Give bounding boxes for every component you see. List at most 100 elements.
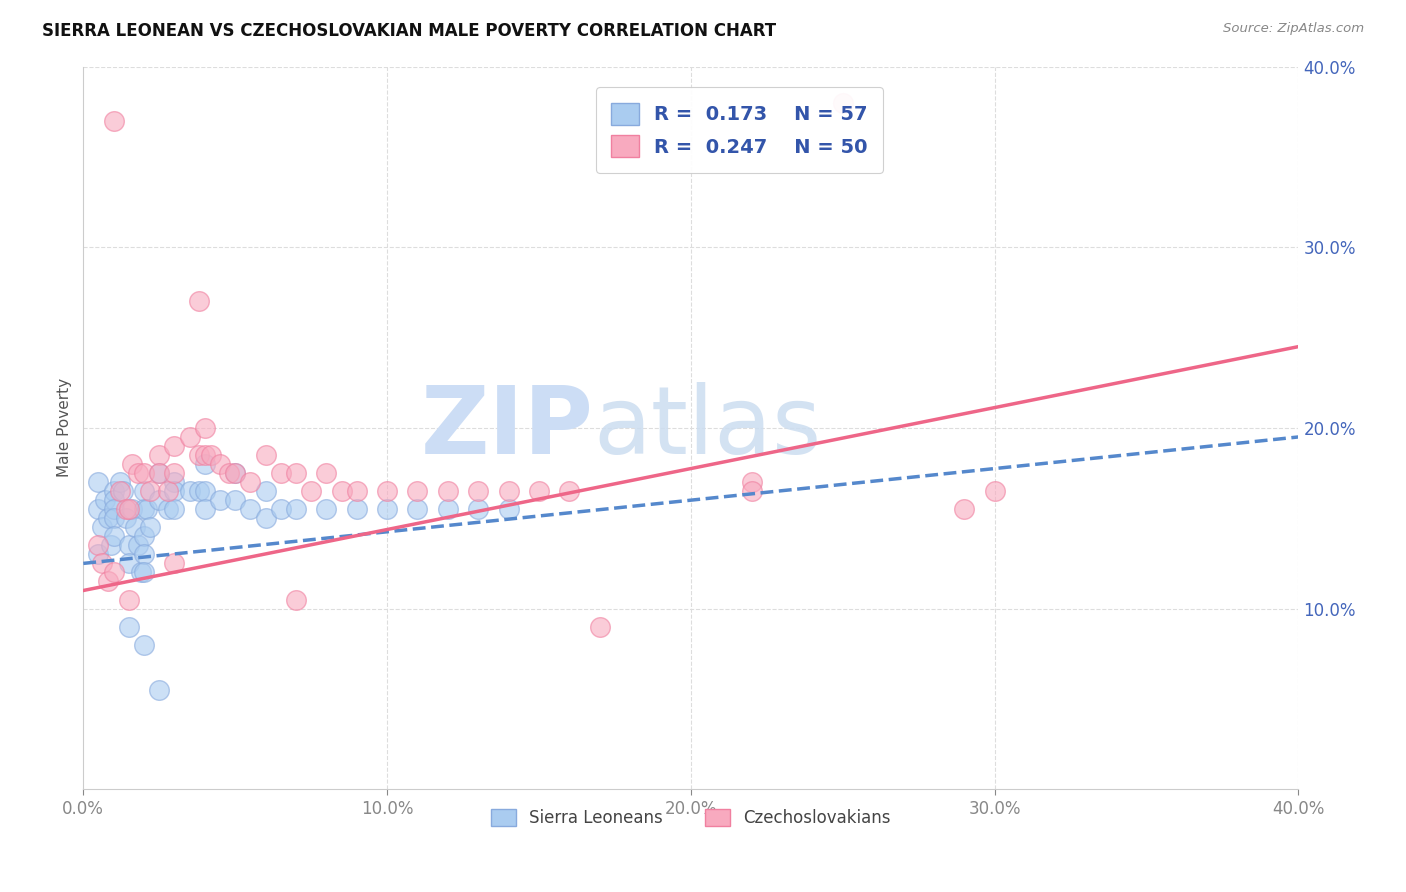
Point <box>157 502 180 516</box>
Point <box>97 511 120 525</box>
Point <box>103 511 125 525</box>
Point <box>93 493 115 508</box>
Point <box>194 448 217 462</box>
Point <box>558 484 581 499</box>
Point <box>284 502 307 516</box>
Point <box>194 484 217 499</box>
Point <box>437 502 460 516</box>
Point <box>163 439 186 453</box>
Point <box>139 484 162 499</box>
Point <box>87 547 110 561</box>
Point <box>527 484 550 499</box>
Point <box>127 538 149 552</box>
Point <box>346 502 368 516</box>
Point <box>90 520 112 534</box>
Point <box>254 511 277 525</box>
Point <box>284 592 307 607</box>
Point <box>375 502 398 516</box>
Point <box>118 592 141 607</box>
Point <box>200 448 222 462</box>
Point <box>103 502 125 516</box>
Point <box>208 493 231 508</box>
Point <box>103 566 125 580</box>
Point <box>218 466 240 480</box>
Point <box>132 566 155 580</box>
Point <box>346 484 368 499</box>
Point <box>87 502 110 516</box>
Point <box>375 484 398 499</box>
Legend: Sierra Leoneans, Czechoslovakians: Sierra Leoneans, Czechoslovakians <box>482 800 898 835</box>
Point <box>148 448 170 462</box>
Point <box>132 638 155 652</box>
Point <box>103 493 125 508</box>
Point <box>831 95 853 110</box>
Point <box>121 502 143 516</box>
Point <box>163 557 186 571</box>
Point <box>118 557 141 571</box>
Point <box>437 484 460 499</box>
Point <box>108 475 131 489</box>
Point <box>163 484 186 499</box>
Point <box>90 557 112 571</box>
Point <box>114 511 136 525</box>
Point <box>129 566 152 580</box>
Point <box>741 484 763 499</box>
Point <box>194 421 217 435</box>
Point <box>118 620 141 634</box>
Point <box>270 502 292 516</box>
Point <box>157 484 180 499</box>
Point <box>187 294 209 309</box>
Point <box>132 484 155 499</box>
Point <box>315 502 337 516</box>
Point <box>498 484 520 499</box>
Point <box>132 466 155 480</box>
Point <box>179 484 201 499</box>
Text: atlas: atlas <box>593 382 823 474</box>
Point <box>132 529 155 543</box>
Point <box>124 520 146 534</box>
Point <box>179 430 201 444</box>
Point <box>97 574 120 589</box>
Point <box>132 502 155 516</box>
Point <box>406 502 429 516</box>
Point <box>103 484 125 499</box>
Point <box>224 466 246 480</box>
Point <box>148 682 170 697</box>
Point <box>103 529 125 543</box>
Point <box>187 484 209 499</box>
Point <box>132 547 155 561</box>
Text: Source: ZipAtlas.com: Source: ZipAtlas.com <box>1223 22 1364 36</box>
Point <box>467 484 489 499</box>
Point <box>239 502 262 516</box>
Point <box>187 448 209 462</box>
Point <box>224 466 246 480</box>
Point <box>100 538 122 552</box>
Point <box>118 538 141 552</box>
Point <box>315 466 337 480</box>
Point <box>953 502 976 516</box>
Point <box>194 502 217 516</box>
Point <box>589 620 612 634</box>
Point <box>498 502 520 516</box>
Point <box>87 538 110 552</box>
Point <box>111 484 134 499</box>
Point <box>194 457 217 471</box>
Y-axis label: Male Poverty: Male Poverty <box>58 378 72 477</box>
Point <box>284 466 307 480</box>
Point <box>299 484 322 499</box>
Point <box>254 484 277 499</box>
Point <box>270 466 292 480</box>
Point <box>127 466 149 480</box>
Point <box>139 520 162 534</box>
Point <box>163 466 186 480</box>
Point <box>136 502 159 516</box>
Point <box>467 502 489 516</box>
Point <box>254 448 277 462</box>
Text: ZIP: ZIP <box>420 382 593 474</box>
Point <box>121 457 143 471</box>
Point <box>163 475 186 489</box>
Point <box>148 466 170 480</box>
Point <box>103 113 125 128</box>
Point <box>163 502 186 516</box>
Text: SIERRA LEONEAN VS CZECHOSLOVAKIAN MALE POVERTY CORRELATION CHART: SIERRA LEONEAN VS CZECHOSLOVAKIAN MALE P… <box>42 22 776 40</box>
